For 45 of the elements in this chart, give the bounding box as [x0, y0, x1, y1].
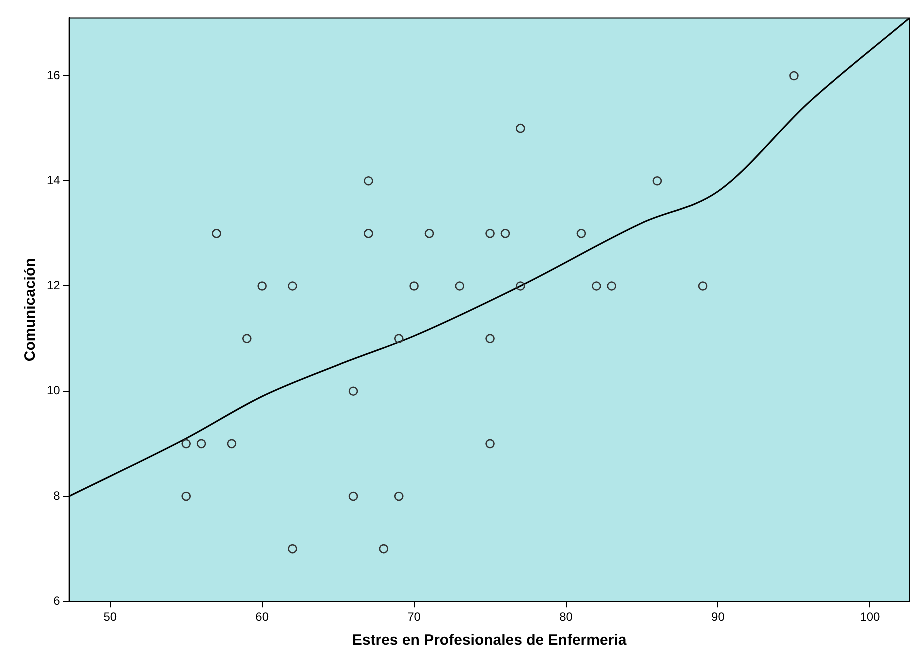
point	[698, 282, 708, 291]
point	[424, 229, 434, 238]
point	[394, 334, 404, 344]
x-tick-label: 80	[560, 610, 574, 624]
point	[455, 282, 465, 291]
point	[500, 229, 510, 238]
point	[607, 282, 617, 291]
point	[242, 334, 252, 344]
y-axis-title: Comunicación	[22, 258, 40, 362]
y-tick-label: 6	[54, 594, 61, 608]
y-tick-label: 8	[54, 488, 61, 503]
point	[182, 492, 192, 502]
point	[486, 229, 495, 238]
x-tick-label: 100	[860, 610, 881, 624]
point	[790, 71, 799, 81]
x-tick-label: 60	[256, 610, 270, 624]
point	[486, 439, 495, 449]
y-tick-label: 14	[46, 173, 61, 188]
point	[288, 282, 298, 291]
x-axis-title: Estres en Profesionales de Enfermeria	[352, 632, 628, 650]
point	[410, 282, 419, 291]
point	[486, 334, 495, 344]
point	[182, 439, 192, 449]
point	[227, 439, 237, 449]
point	[258, 282, 267, 291]
x-tick-label: 90	[712, 610, 726, 624]
point	[576, 229, 586, 238]
y-tick-label: 12	[46, 278, 61, 293]
point	[394, 492, 404, 502]
point	[348, 492, 358, 502]
point	[516, 282, 526, 291]
point	[196, 439, 206, 449]
point	[516, 124, 526, 134]
point	[652, 176, 662, 186]
point	[592, 282, 602, 291]
point	[379, 544, 389, 554]
y-tick-label: 16	[46, 68, 61, 82]
point	[348, 386, 358, 396]
point	[212, 229, 222, 238]
point	[364, 229, 374, 238]
point	[288, 544, 298, 554]
x-tick-label: 70	[408, 610, 422, 624]
y-tick-label: 10	[46, 384, 61, 398]
point	[364, 176, 374, 186]
x-tick-label: 50	[104, 610, 118, 624]
